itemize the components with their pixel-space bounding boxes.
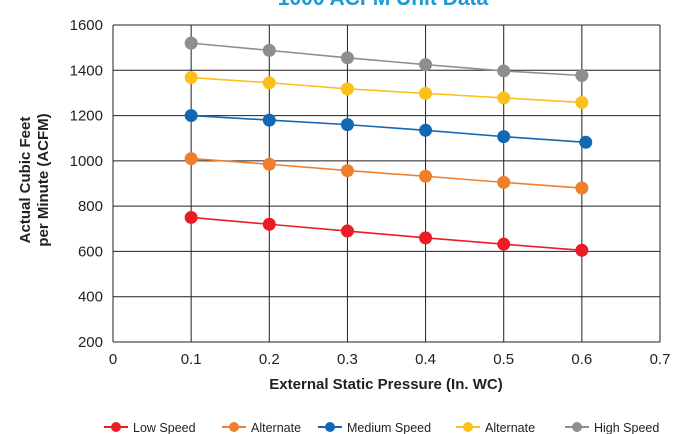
series-line-1 — [191, 157, 582, 189]
x-tick-label-4: 0.4 — [415, 351, 436, 368]
series-line-2 — [191, 114, 586, 144]
series-4-point-0 — [184, 36, 198, 50]
series-4-point-1 — [262, 43, 276, 57]
series-0-point-0 — [184, 210, 198, 224]
y-tick-label-4: 1000 — [70, 153, 103, 170]
series-0-point-4 — [497, 237, 511, 251]
x-axis-label: External Static Pressure (In. WC) — [269, 376, 502, 393]
x-tick-label-0: 0 — [109, 351, 117, 368]
y-tick-label-2: 600 — [78, 243, 103, 260]
legend-marker-1 — [229, 422, 239, 432]
y-tick-label-6: 1400 — [70, 62, 103, 79]
series-2-point-3 — [419, 123, 433, 137]
legend-label-3: Alternate — [485, 421, 535, 434]
series-2-point-2 — [340, 118, 354, 132]
legend-label-1: Alternate — [251, 421, 301, 434]
series-1-point-4 — [497, 175, 511, 189]
y-tick-label-0: 200 — [78, 334, 103, 351]
legend-label-2: Medium Speed — [347, 421, 431, 434]
series-1-point-3 — [419, 169, 433, 183]
series-line-3 — [191, 76, 582, 104]
y-tick-label-3: 800 — [78, 198, 103, 215]
x-tick-label-2: 0.2 — [259, 351, 280, 368]
series-1-point-1 — [262, 157, 276, 171]
tick-labels: 0 0.1 0.2 0.3 0.4 0.5 0.6 0.7 200 400 600 800 1000 12… — [70, 17, 671, 368]
series-line-0 — [191, 216, 582, 252]
legend: Low Speed Alternate Medium Speed Alternate H… — [104, 421, 659, 434]
series-group — [184, 36, 593, 257]
y-axis-label: Actual Cubic Feet per Minute (ACFM) — [17, 113, 52, 246]
series-3-point-1 — [262, 76, 276, 90]
legend-marker-2 — [325, 422, 335, 432]
series-1-point-2 — [340, 164, 354, 178]
series-3-point-0 — [184, 71, 198, 85]
series-3-point-3 — [419, 86, 433, 100]
y-axis-label-line-2: per Minute (ACFM) — [35, 113, 52, 246]
series-0-point-3 — [419, 231, 433, 245]
y-tick-label-7: 1600 — [70, 17, 103, 34]
series-3-point-4 — [497, 91, 511, 105]
series-3-point-5 — [575, 95, 589, 109]
series-0-point-1 — [262, 217, 276, 231]
y-tick-label-5: 1200 — [70, 108, 103, 125]
y-tick-label-1: 400 — [78, 289, 103, 306]
series-4-point-5 — [575, 68, 589, 82]
series-0-point-2 — [340, 224, 354, 238]
x-tick-label-5: 0.5 — [493, 351, 514, 368]
series-line-4 — [191, 42, 582, 77]
x-tick-label-6: 0.6 — [571, 351, 592, 368]
series-4-point-3 — [419, 58, 433, 72]
legend-marker-4 — [572, 422, 582, 432]
chart-title: 1000 ACFM Unit Data — [278, 0, 489, 10]
series-1-point-5 — [575, 181, 589, 195]
series-2-point-4 — [497, 130, 511, 144]
series-4-point-2 — [340, 51, 354, 65]
legend-label-0: Low Speed — [133, 421, 196, 434]
legend-label-4: High Speed — [594, 421, 659, 434]
x-tick-label-1: 0.1 — [181, 351, 202, 368]
series-2-point-5 — [579, 135, 593, 149]
series-2-point-1 — [262, 113, 276, 127]
series-0-point-5 — [575, 243, 589, 257]
legend-marker-3 — [463, 422, 473, 432]
y-axis-label-line-1: Actual Cubic Feet — [17, 117, 34, 244]
series-1-point-0 — [184, 152, 198, 166]
x-tick-label-3: 0.3 — [337, 351, 358, 368]
series-3-point-2 — [340, 82, 354, 96]
legend-marker-0 — [111, 422, 121, 432]
series-4-point-4 — [497, 64, 511, 78]
x-tick-label-7: 0.7 — [650, 351, 671, 368]
series-2-point-0 — [184, 109, 198, 123]
